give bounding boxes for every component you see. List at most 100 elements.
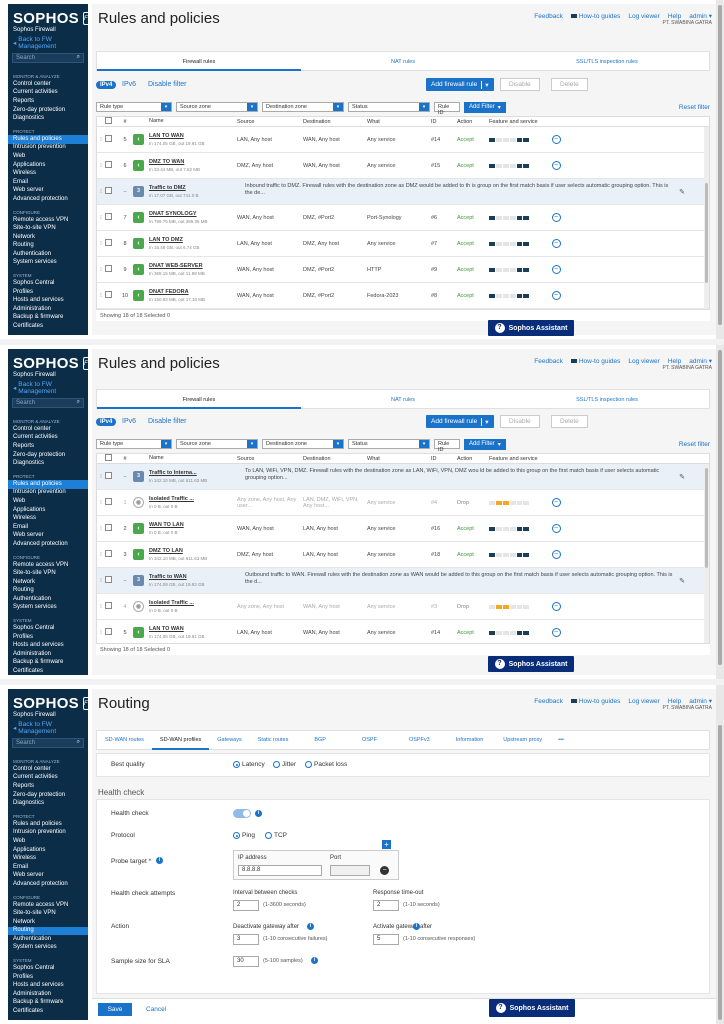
- tab-ospf[interactable]: OSPF: [361, 737, 377, 743]
- sidebar-item-current-activities[interactable]: Current activities: [13, 434, 58, 441]
- deactivate-input[interactable]: 3: [233, 934, 259, 945]
- drag-handle-icon[interactable]: ⁝: [100, 499, 102, 506]
- scroll-thumb[interactable]: [718, 5, 722, 325]
- tab-upstream-proxy[interactable]: Upstream proxy: [503, 737, 543, 743]
- sidebar-item-applications[interactable]: Applications: [13, 846, 46, 853]
- back-to-fw-management-link[interactable]: ◂ Back to FW Management: [8, 379, 88, 397]
- info-icon[interactable]: i: [307, 923, 314, 930]
- help-link[interactable]: Help: [667, 12, 682, 20]
- tab-sdwan-profiles[interactable]: SD-WAN profiles: [151, 731, 210, 750]
- sidebar-item-certificates[interactable]: Certificates: [13, 668, 44, 675]
- sidebar-item-zero-day-protection[interactable]: Zero-day protection: [13, 451, 66, 458]
- tab-nat-rules[interactable]: NAT rules: [391, 59, 415, 65]
- table-row[interactable]: ⁝ 2 ‹ WAN TO LAN In 0 B, out 0 B WAN, Any hos…: [97, 516, 709, 542]
- sidebar-item-profiles[interactable]: Profiles: [13, 633, 34, 640]
- sidebar-item-sophos-central[interactable]: Sophos Central: [13, 625, 55, 632]
- info-icon[interactable]: i: [413, 923, 420, 930]
- collapse-minus-icon[interactable]: −: [551, 239, 561, 248]
- drag-handle-icon[interactable]: ⁝: [100, 473, 102, 480]
- sidebar-item-applications[interactable]: Applications: [13, 161, 46, 168]
- rule-name-link[interactable]: DNAT WEB-SERVER: [149, 262, 203, 269]
- rule-name-link[interactable]: Traffic to DMZ: [149, 184, 186, 191]
- table-row[interactable]: ⁝ 3 ‹ DMZ TO LAN In 342.10 MB, out 611.63 MB…: [97, 542, 709, 568]
- sidebar-item-intrusion-prevention[interactable]: Intrusion prevention: [13, 829, 66, 836]
- table-scroll-thumb[interactable]: [705, 468, 708, 568]
- sidebar-item-web[interactable]: Web: [13, 152, 26, 159]
- back-to-fw-management-link[interactable]: ◂ Back to FW Management: [8, 34, 88, 52]
- status-select[interactable]: Status ▾: [348, 439, 430, 449]
- latency-radio[interactable]: Latency: [233, 761, 265, 768]
- help-link[interactable]: Help: [667, 357, 682, 365]
- rule-name-link[interactable]: Traffic to Interna...: [149, 469, 197, 476]
- how-to-guides-link[interactable]: How-to guides: [570, 358, 620, 365]
- collapse-minus-icon[interactable]: −: [551, 291, 561, 300]
- ipv6-toggle[interactable]: IPv6: [122, 81, 137, 88]
- sidebar-item-current-activities[interactable]: Current activities: [13, 774, 58, 781]
- drag-handle-icon[interactable]: ⁝: [100, 188, 102, 195]
- drag-handle-icon[interactable]: ⁝: [100, 525, 102, 532]
- interval-input[interactable]: 2: [233, 900, 259, 911]
- sidebar-item-web[interactable]: Web: [13, 497, 26, 504]
- sidebar-item-control-center[interactable]: Control center: [13, 425, 51, 432]
- log-viewer-link[interactable]: Log viewer: [628, 697, 660, 705]
- search-input[interactable]: Search ⌕: [12, 398, 84, 408]
- destination-zone-select[interactable]: Destination zone ▾: [262, 439, 344, 449]
- page-scrollbar[interactable]: [716, 685, 724, 1024]
- row-checkbox[interactable]: [105, 524, 112, 531]
- info-icon[interactable]: i: [156, 857, 163, 864]
- sidebar-item-web-server[interactable]: Web server: [13, 532, 44, 539]
- table-scroll-thumb[interactable]: [705, 183, 708, 283]
- sidebar-item-hosts-and-services[interactable]: Hosts and services: [13, 982, 64, 989]
- add-filter-button[interactable]: Add Filter ▾: [464, 438, 506, 450]
- sidebar-item-profiles[interactable]: Profiles: [13, 288, 34, 295]
- sidebar-item-intrusion-prevention[interactable]: Intrusion prevention: [13, 144, 66, 151]
- packet-loss-radio[interactable]: Packet loss: [305, 761, 347, 768]
- sidebar-item-wireless[interactable]: Wireless: [13, 855, 37, 862]
- table-row[interactable]: ⁝ 9 ‹ DNAT WEB-SERVER In 369.15 MB, out 11.9…: [97, 257, 709, 283]
- collapse-minus-icon[interactable]: −: [551, 524, 561, 533]
- sidebar-item-authentication[interactable]: Authentication: [13, 935, 52, 942]
- sidebar-item-reports[interactable]: Reports: [13, 782, 35, 789]
- sidebar-item-rules-and-policies[interactable]: Rules and policies: [8, 479, 88, 489]
- tab-nat-rules[interactable]: NAT rules: [391, 397, 415, 403]
- sidebar-item-email[interactable]: Email: [13, 178, 29, 185]
- row-checkbox[interactable]: [105, 628, 112, 635]
- sidebar-item-reports[interactable]: Reports: [13, 97, 35, 104]
- sidebar-item-certificates[interactable]: Certificates: [13, 1008, 44, 1015]
- sidebar-item-advanced-protection[interactable]: Advanced protection: [13, 540, 68, 547]
- sophos-assistant-button[interactable]: ? Sophos Assistant: [488, 656, 574, 672]
- sidebar-item-system-services[interactable]: System services: [13, 259, 57, 266]
- back-to-fw-management-link[interactable]: ◂ Back to FW Management: [8, 719, 88, 737]
- remove-row-icon[interactable]: −: [380, 866, 389, 875]
- collapse-minus-icon[interactable]: −: [551, 628, 561, 637]
- drag-handle-icon[interactable]: ⁝: [100, 577, 102, 584]
- port-input[interactable]: [330, 865, 370, 876]
- feedback-link[interactable]: Feedback: [534, 12, 563, 20]
- sidebar-item-remote-access-vpn[interactable]: Remote access VPN: [13, 901, 69, 908]
- ipv4-toggle[interactable]: IPv4: [96, 81, 117, 89]
- scroll-thumb[interactable]: [718, 725, 722, 1020]
- sidebar-item-network[interactable]: Network: [13, 918, 36, 925]
- health-check-toggle[interactable]: [233, 809, 251, 818]
- sidebar-item-profiles[interactable]: Profiles: [13, 973, 34, 980]
- sidebar-item-web-server[interactable]: Web server: [13, 872, 44, 879]
- sidebar-item-remote-access-vpn[interactable]: Remote access VPN: [13, 561, 69, 568]
- table-row[interactable]: ⁝ 8 ‹ LAN TO DMZ In 15.48 GB, out 6.74 GB LAN…: [97, 231, 709, 257]
- sidebar-item-current-activities[interactable]: Current activities: [13, 89, 58, 96]
- table-row[interactable]: ⁝ 5 ‹ LAN TO WAN In 174.05 GB, out 19.91 GB L…: [97, 127, 709, 153]
- table-row[interactable]: ⁝ 7 ‹ DNAT SYNOLOGY In 789.75 MB, out 386.35…: [97, 205, 709, 231]
- rule-type-select[interactable]: Rule type ▾: [96, 439, 172, 449]
- collapse-minus-icon[interactable]: −: [551, 161, 561, 170]
- sidebar-item-routing[interactable]: Routing: [13, 587, 34, 594]
- tab-bgp[interactable]: BGP: [314, 737, 326, 743]
- sidebar-item-sophos-central[interactable]: Sophos Central: [13, 965, 55, 972]
- rule-group-row[interactable]: ⁝ −3 Traffic to DMZ In 17.07 GB, out 741.0 …: [97, 179, 709, 205]
- sidebar-item-web[interactable]: Web: [13, 837, 26, 844]
- edit-pencil-icon[interactable]: ✎: [679, 577, 685, 585]
- collapse-minus-icon[interactable]: −: [551, 498, 561, 507]
- ipv6-toggle[interactable]: IPv6: [122, 418, 137, 425]
- sample-size-input[interactable]: 30: [233, 956, 259, 967]
- table-scrollbar[interactable]: [704, 464, 709, 652]
- row-checkbox[interactable]: [105, 187, 112, 194]
- table-scrollbar[interactable]: [704, 127, 709, 320]
